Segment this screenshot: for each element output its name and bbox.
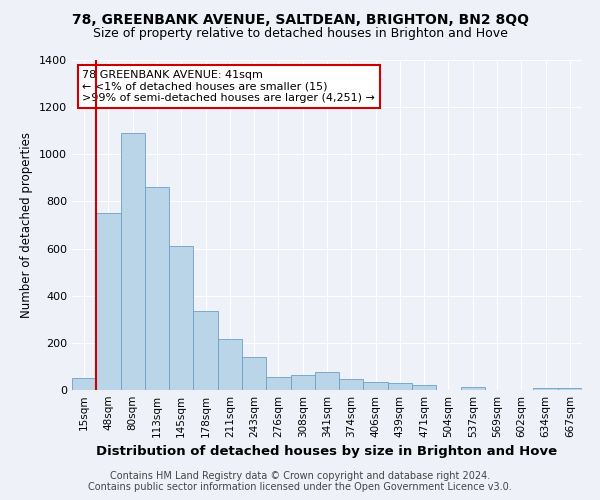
Bar: [364, 382, 388, 390]
Bar: [169, 246, 193, 390]
Bar: [145, 188, 169, 390]
Bar: [242, 357, 266, 390]
Bar: [72, 378, 96, 390]
Bar: [121, 133, 145, 390]
Text: 78, GREENBANK AVENUE, SALTDEAN, BRIGHTON, BN2 8QQ: 78, GREENBANK AVENUE, SALTDEAN, BRIGHTON…: [71, 12, 529, 26]
Text: 78 GREENBANK AVENUE: 41sqm
← <1% of detached houses are smaller (15)
>99% of sem: 78 GREENBANK AVENUE: 41sqm ← <1% of deta…: [82, 70, 375, 103]
Y-axis label: Number of detached properties: Number of detached properties: [20, 132, 34, 318]
Bar: [339, 380, 364, 390]
Bar: [96, 213, 121, 390]
Text: Size of property relative to detached houses in Brighton and Hove: Size of property relative to detached ho…: [92, 28, 508, 40]
Bar: [461, 387, 485, 390]
Bar: [315, 372, 339, 390]
Bar: [290, 374, 315, 390]
Bar: [266, 377, 290, 390]
Bar: [193, 311, 218, 390]
Bar: [412, 386, 436, 390]
Text: Contains HM Land Registry data © Crown copyright and database right 2024.
Contai: Contains HM Land Registry data © Crown c…: [88, 471, 512, 492]
Bar: [533, 388, 558, 390]
Bar: [558, 388, 582, 390]
X-axis label: Distribution of detached houses by size in Brighton and Hove: Distribution of detached houses by size …: [97, 446, 557, 458]
Bar: [388, 383, 412, 390]
Bar: [218, 340, 242, 390]
